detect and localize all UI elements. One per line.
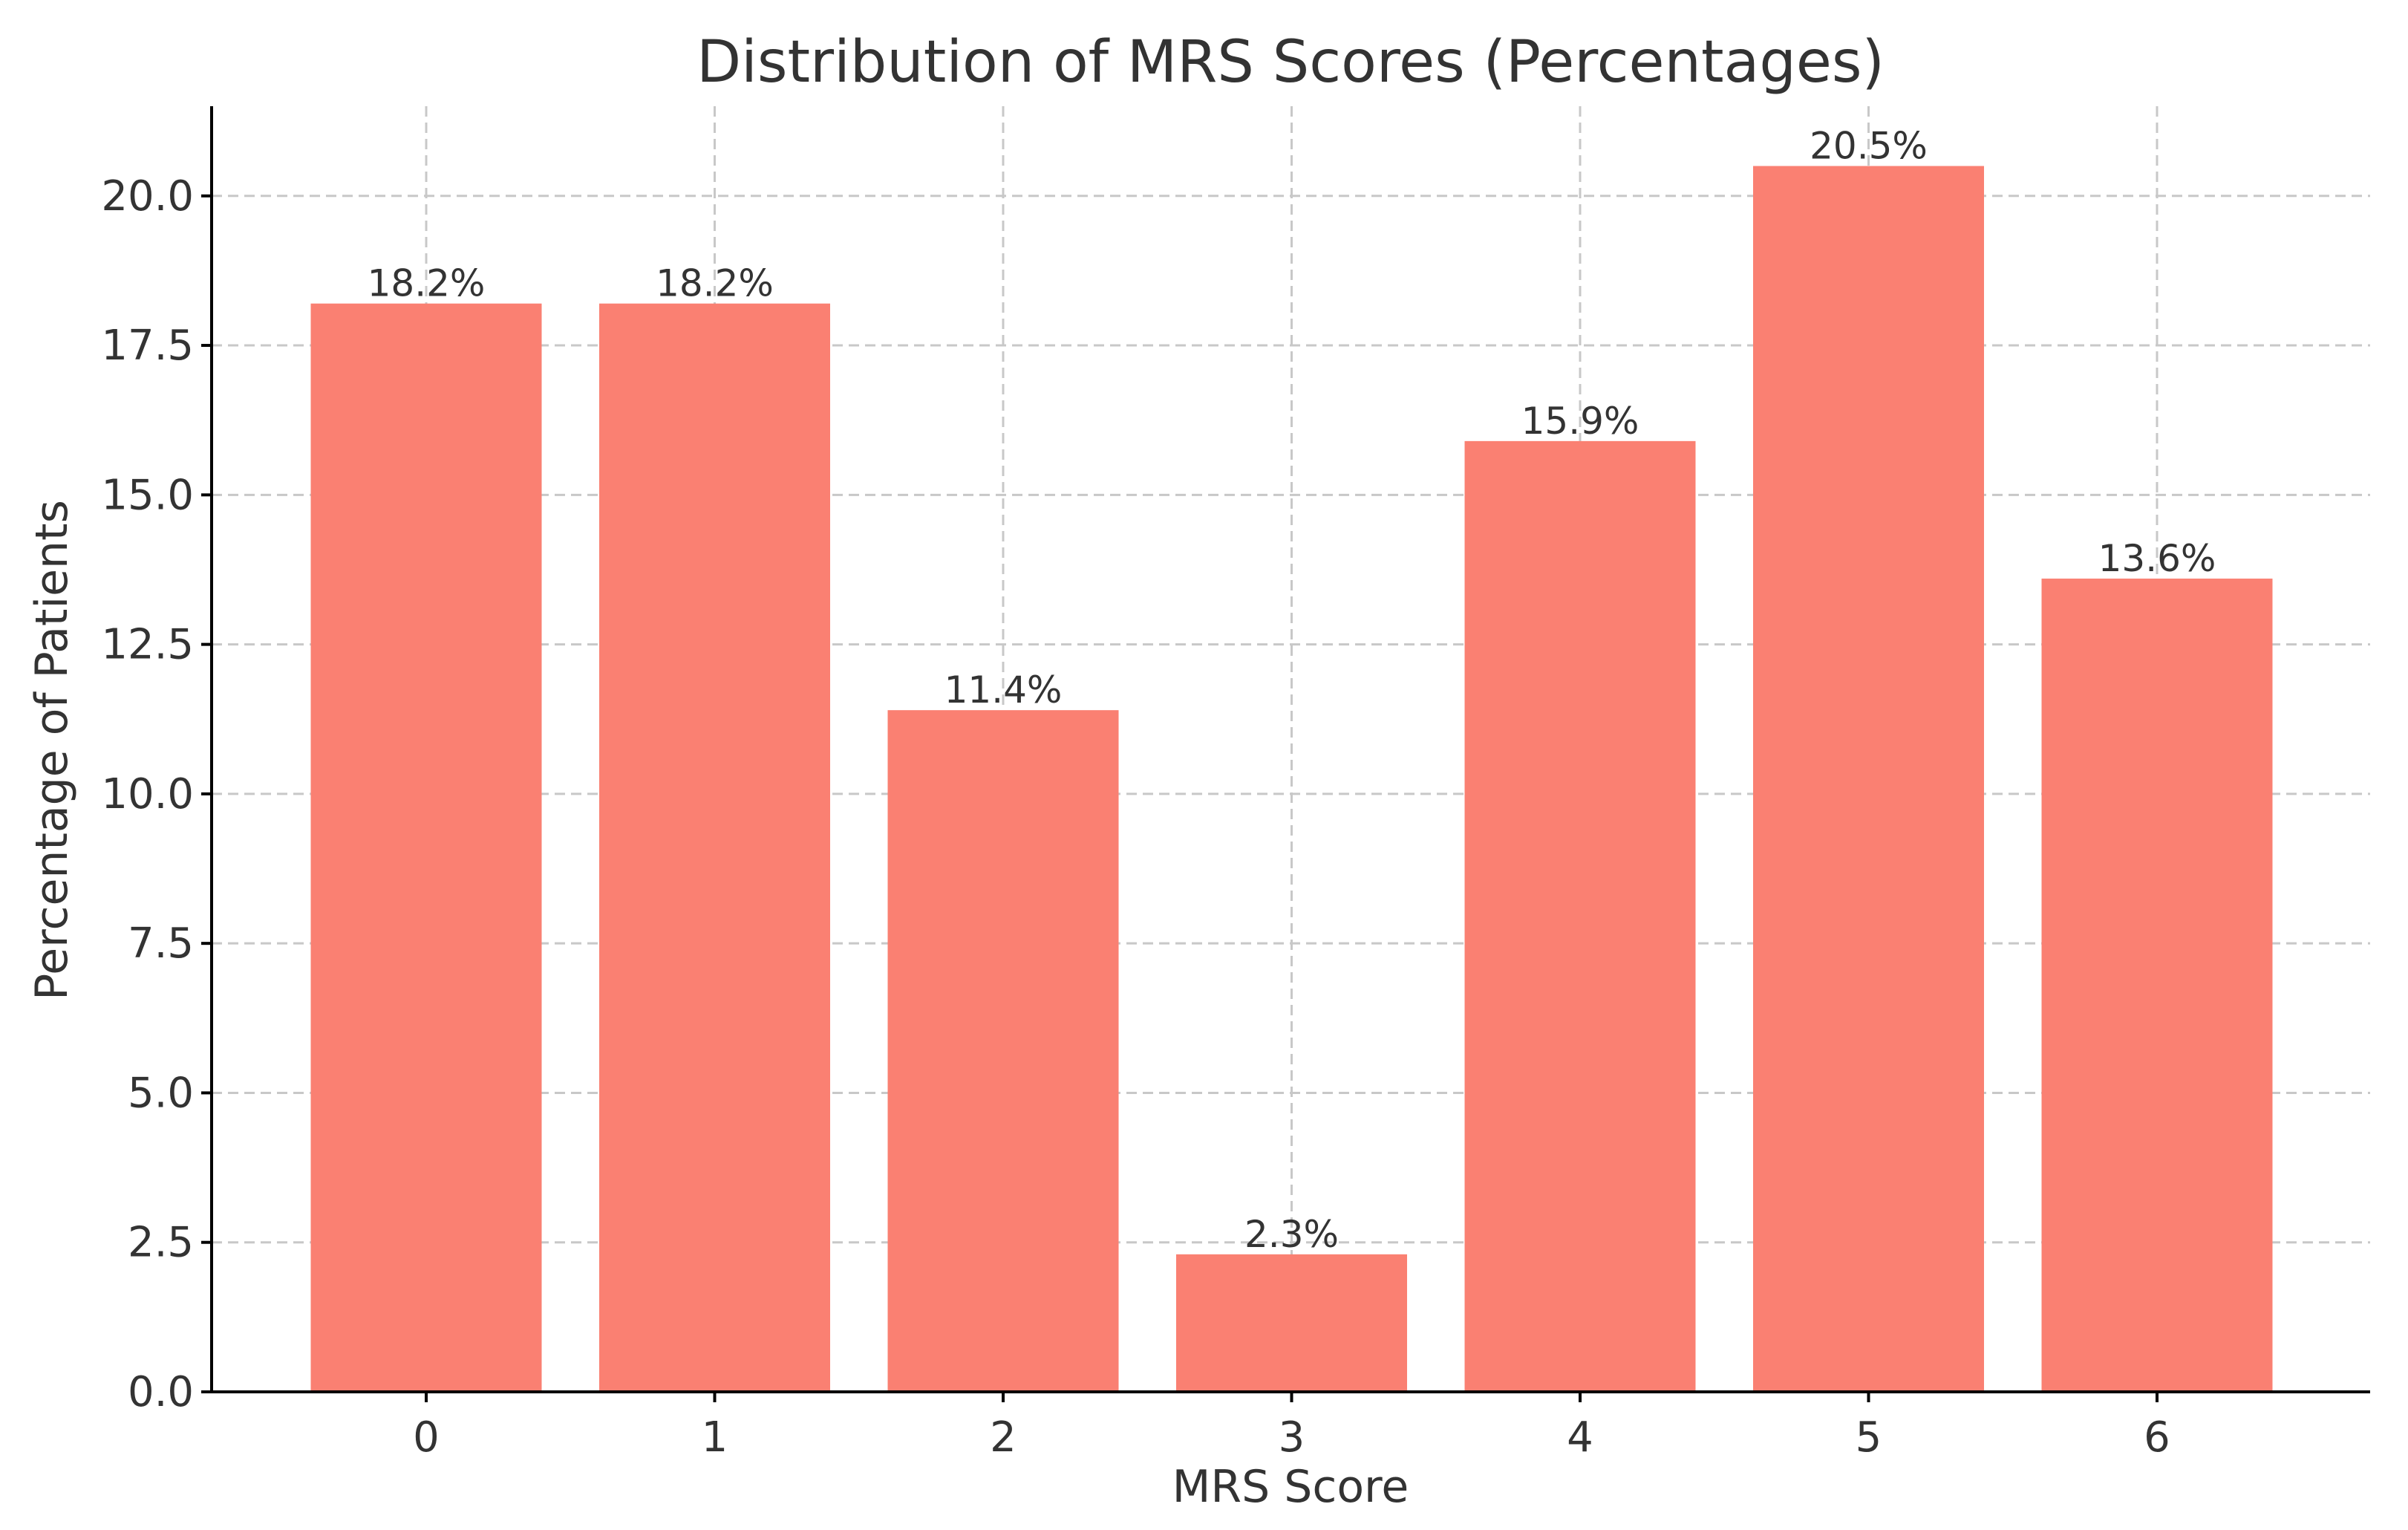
bar	[310, 303, 542, 1393]
bar	[599, 303, 830, 1393]
y-axis-label: Percentage of Patients	[26, 500, 78, 1000]
x-tick-label: 5	[1856, 1413, 1882, 1462]
data-label: 11.4%	[944, 668, 1063, 712]
data-label: 15.9%	[1521, 400, 1639, 443]
bar	[1753, 166, 1984, 1393]
axes: 0.0 2.5 5.0 7.5 10.0 12.5 15.0 17.5 20.0 0 1 2 3 4 5 6	[101, 106, 2370, 1462]
x-tick-label: 0	[413, 1413, 440, 1462]
y-tick-label: 17.5	[101, 322, 194, 370]
bars	[310, 166, 2273, 1393]
data-label: 18.2%	[656, 262, 774, 305]
bar	[1464, 440, 1696, 1392]
x-tick-label: 3	[1279, 1413, 1305, 1462]
bar	[887, 710, 1119, 1392]
bar	[1176, 1254, 1407, 1392]
x-tick-label: 4	[1567, 1413, 1593, 1462]
data-label: 2.3%	[1244, 1213, 1339, 1256]
data-label: 18.2%	[368, 262, 486, 305]
data-label: 13.6%	[2098, 537, 2216, 580]
y-tick-label: 0.0	[128, 1368, 194, 1416]
x-tick-label: 1	[702, 1413, 728, 1462]
x-tick-label: 2	[990, 1413, 1017, 1462]
data-labels: 18.2% 18.2% 11.4% 2.3% 15.9% 20.5% 13.6%	[368, 125, 2216, 1256]
y-tick-label: 20.0	[101, 172, 194, 221]
y-tick-label: 10.0	[101, 770, 194, 818]
x-axis-label: MRS Score	[1172, 1461, 1409, 1513]
y-tick-label: 5.0	[128, 1069, 194, 1117]
chart-title: Distribution of MRS Scores (Percentages)	[696, 29, 1885, 96]
bar	[2041, 579, 2273, 1392]
y-tick-label: 2.5	[128, 1219, 194, 1267]
y-tick-label: 15.0	[101, 471, 194, 519]
y-tick-label: 7.5	[128, 919, 194, 968]
data-label: 20.5%	[1810, 125, 1928, 168]
y-tick-label: 12.5	[101, 621, 194, 669]
x-tick-label: 6	[2144, 1413, 2170, 1462]
